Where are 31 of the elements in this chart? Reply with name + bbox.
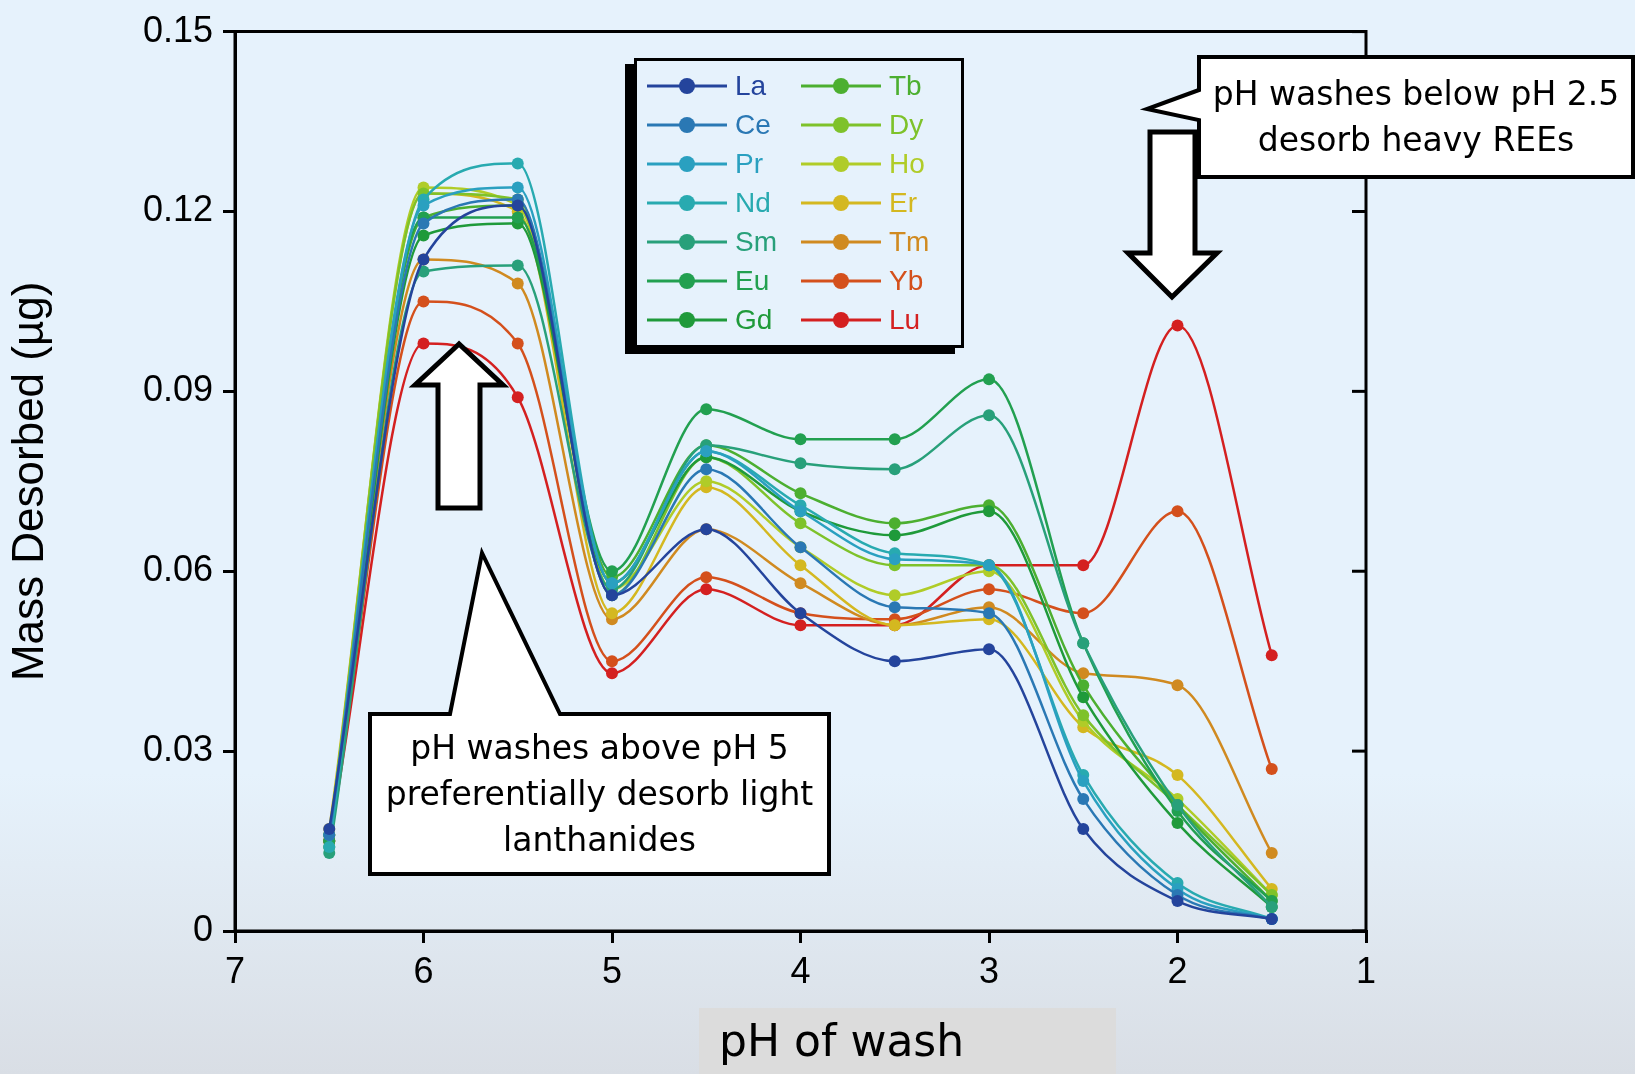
y-tick-label: 0.06 <box>142 548 213 590</box>
legend-label: Ho <box>889 148 925 181</box>
legend-label: Gd <box>735 303 773 336</box>
x-tick-label: 4 <box>790 949 811 991</box>
legend-label: Er <box>889 186 917 219</box>
legend-label: Sm <box>735 225 777 258</box>
x-tick-label: 2 <box>1167 949 1188 991</box>
y-axis-title: Mass Desorbed (µg) <box>2 281 52 682</box>
x-tick-label: 6 <box>413 949 434 991</box>
x-axis-title: pH of wash <box>699 1008 1116 1074</box>
legend-label: Pr <box>735 148 763 181</box>
y-tick-label: 0.09 <box>142 368 213 410</box>
y-tick-label: 0.12 <box>142 188 213 230</box>
legend-label: Lu <box>889 303 921 336</box>
legend-label: Dy <box>889 109 924 142</box>
legend-label: Nd <box>735 186 771 219</box>
y-tick-label: 0.03 <box>142 728 213 770</box>
x-tick-label: 5 <box>601 949 623 991</box>
x-tick-label: 3 <box>978 949 1000 991</box>
legend-label: Yb <box>889 264 924 297</box>
legend-label: Eu <box>735 264 770 297</box>
y-tick-label: 0 <box>192 907 213 949</box>
x-tick-label: 7 <box>224 949 246 991</box>
legend-label: Ce <box>735 109 771 142</box>
y-tick-label: 0.15 <box>142 8 213 50</box>
x-tick-label: 1 <box>1355 949 1377 991</box>
legend-label: Tb <box>889 70 922 103</box>
legend-label: Tm <box>889 225 930 258</box>
annotation: pH washes above pH 5 preferentially desorb light lanthanides <box>384 727 815 861</box>
annotation: pH washes below pH 2.5 desorb heavy REEs <box>1211 73 1621 161</box>
legend-label: La <box>735 70 767 103</box>
